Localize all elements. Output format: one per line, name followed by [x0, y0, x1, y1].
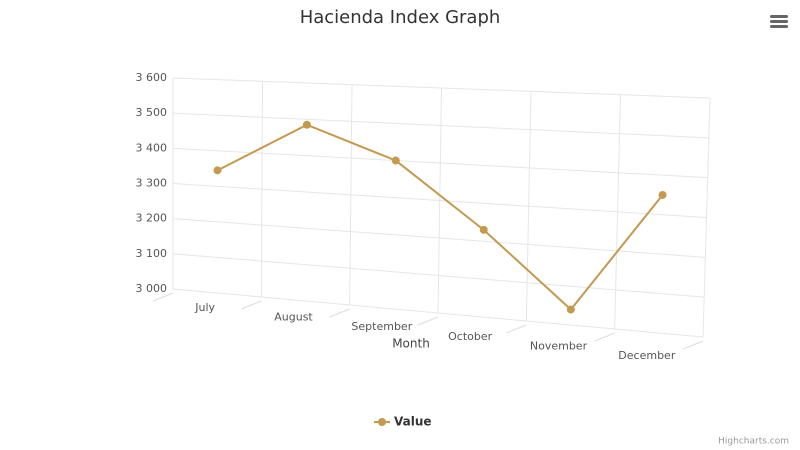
credits[interactable]: Highcharts.com: [718, 437, 789, 447]
data-point: [658, 190, 667, 199]
data-point: [566, 305, 575, 314]
x-axis-title: Month: [392, 337, 430, 351]
x-tick-label: September: [351, 320, 412, 333]
legend-symbol: [378, 418, 386, 426]
x-tick: [506, 324, 527, 334]
y-tick-label: 3 600: [136, 71, 168, 84]
grid-line-vertical: [260, 81, 263, 298]
x-tick: [241, 300, 262, 310]
grid-line-vertical: [702, 97, 711, 338]
menu-bar: [770, 20, 788, 23]
x-tick-label: November: [530, 340, 588, 353]
x-tick-label: October: [448, 330, 492, 343]
data-point: [391, 156, 400, 165]
y-tick-label: 3 200: [136, 212, 168, 225]
y-tick-label: 3 100: [136, 247, 168, 260]
series-line: [217, 123, 664, 311]
grid-line-vertical: [525, 91, 532, 322]
x-tick: [152, 292, 174, 302]
x-tick-label: July: [194, 301, 215, 314]
y-tick-label: 3 500: [136, 106, 168, 119]
data-point: [302, 120, 311, 129]
y-tick-label: 3 400: [136, 141, 168, 154]
y-tick-label: 3 000: [136, 282, 168, 295]
menu-bar: [770, 25, 788, 28]
data-point: [213, 166, 222, 175]
grid-line-vertical: [437, 87, 442, 314]
menu-button[interactable]: [770, 15, 788, 28]
x-tick-label: December: [618, 349, 676, 362]
grid-line-vertical: [614, 94, 621, 330]
y-tick-label: 3 300: [136, 177, 168, 190]
data-point: [479, 225, 488, 234]
legend-item[interactable]: Value: [374, 415, 432, 429]
grid-line-vertical: [349, 84, 353, 306]
x-tick: [329, 308, 350, 318]
x-tick: [594, 332, 615, 342]
menu-bar: [770, 15, 788, 18]
chart-title: Hacienda Index Graph: [300, 7, 501, 28]
x-tick: [682, 340, 704, 350]
x-tick: [417, 316, 439, 326]
x-tick-label: August: [274, 311, 313, 324]
legend-label: Value: [394, 415, 432, 429]
